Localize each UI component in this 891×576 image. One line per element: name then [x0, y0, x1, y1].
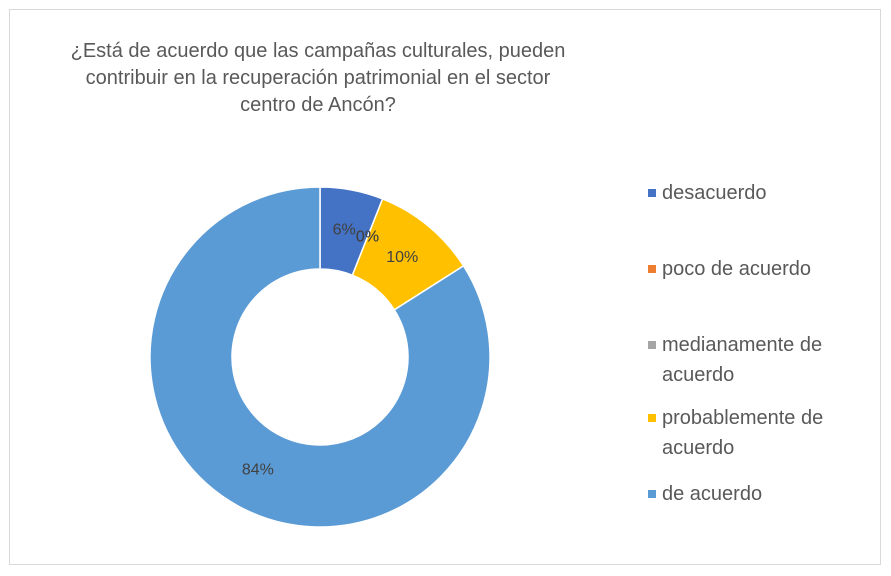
data-label: 6% — [333, 222, 356, 239]
chart-title: ¿Está de acuerdo que las campañas cultur… — [70, 40, 566, 116]
legend-swatch — [648, 490, 656, 498]
data-label: 10% — [386, 249, 418, 266]
slice — [149, 186, 491, 528]
legend-label: poco de acuerdo — [662, 258, 812, 280]
legend-swatch — [648, 189, 656, 197]
legend-swatch — [648, 265, 656, 273]
legend-label: desacuerdo — [662, 182, 767, 204]
chart-frame — [9, 9, 881, 565]
data-label: 84% — [242, 461, 274, 478]
legend-item: medianamente de acuerdo — [648, 330, 883, 390]
legend-swatch — [648, 341, 656, 349]
data-label: 0% — [356, 228, 379, 245]
legend-item: desacuerdo — [648, 178, 883, 208]
legend-label: de acuerdo — [662, 483, 763, 505]
data-label: 0% — [356, 228, 379, 245]
legend-item: poco de acuerdo — [648, 254, 883, 284]
legend-swatch — [648, 414, 656, 422]
legend-item: probablemente de acuerdo — [648, 403, 883, 463]
legend-label: probablemente de acuerdo — [662, 407, 824, 459]
legend-item: de acuerdo — [648, 479, 883, 509]
legend-label: medianamente de acuerdo — [662, 334, 823, 386]
